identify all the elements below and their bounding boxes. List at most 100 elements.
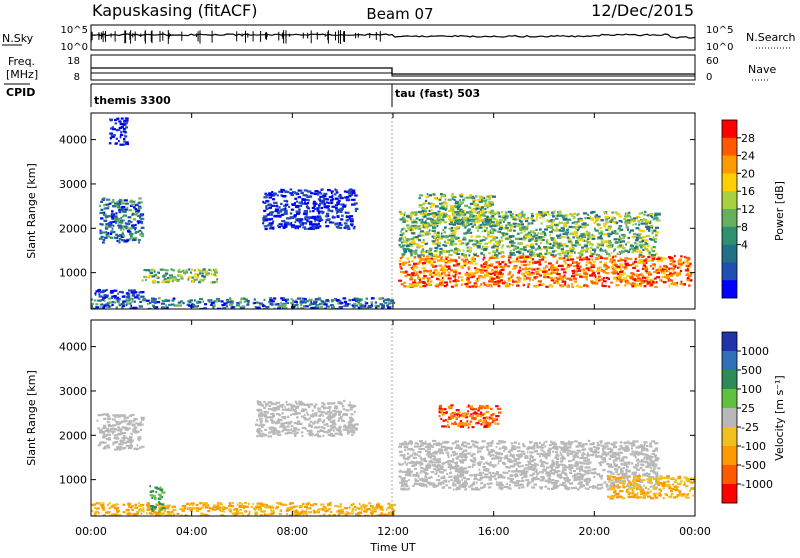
rti-cell [321,300,325,302]
rti-cell [109,511,111,513]
rti-cell [662,258,666,260]
rti-cell [455,260,457,262]
rti-cell [524,258,528,260]
rti-cell [376,505,381,507]
rti-cell [634,242,636,244]
rti-cell [679,259,683,261]
rti-cell [578,273,582,275]
rti-cell [147,509,151,511]
rti-cell [141,417,145,419]
rti-cell [446,251,450,253]
rti-cell [536,218,538,220]
rti-cell [583,272,587,274]
rti-cell [285,429,288,431]
rti-cell [453,196,456,198]
rti-cell [544,253,547,255]
rti-cell [218,300,220,302]
rti-cell [439,282,443,284]
rti-cell [404,275,407,277]
rti-cell [585,264,587,266]
rti-cell [484,248,488,250]
rti-cell [655,227,659,229]
rti-cell [129,436,133,438]
rti-cell [351,192,353,194]
rti-cell [495,247,499,249]
rti-cell [557,211,559,213]
rti-cell [197,276,199,278]
rti-cell [524,275,527,277]
rti-cell [349,401,351,403]
rti-cell [258,433,261,435]
rti-cell [288,409,292,411]
rti-cell [589,237,591,239]
rti-cell [636,237,639,239]
rti-cell [266,416,269,418]
rti-cell [154,487,158,489]
rti-cell [290,302,294,304]
rti-cell [517,233,519,235]
rti-cell [401,253,405,255]
rti-cell [150,270,153,272]
rti-cell [125,299,127,301]
rti-cell [669,257,673,259]
rti-cell [619,220,622,222]
rti-cell [437,242,440,244]
rti-cell [325,225,329,227]
rti-cell [423,275,427,277]
rti-cell [411,272,415,274]
rti-cell [324,424,327,426]
rti-cell [670,275,673,277]
rti-cell [282,195,284,197]
rti-cell [623,273,626,275]
rti-cell [103,212,105,214]
rti-cell [180,300,183,302]
rti-cell [192,280,195,282]
rti-cell [343,408,346,410]
rti-cell [321,188,324,190]
rti-cell [239,301,242,303]
rti-cell [127,207,129,209]
rti-cell [331,206,335,208]
rti-cell [630,229,634,231]
rti-cell [474,263,477,265]
rti-cell [513,226,516,228]
rti-cell [126,302,128,304]
rti-cell [453,264,455,266]
rti-cell [300,190,302,192]
rti-cell [583,236,586,238]
rti-cell [573,262,575,264]
rti-cell [409,285,412,287]
rti-cell [291,425,294,427]
rti-cell [159,503,162,505]
rti-cell [461,259,464,261]
rti-cell [293,506,296,508]
rti-cell [378,298,382,300]
rti-cell [270,303,274,305]
rti-cell [121,202,125,204]
rti-cell [411,225,413,227]
rti-cell [220,510,224,512]
rti-cell [427,280,429,282]
rti-cell [645,269,648,271]
rti-cell [516,285,520,287]
rti-cell [680,283,684,285]
rti-cell [437,215,440,217]
rti-cell [422,210,425,212]
rti-cell [409,278,413,280]
rti-cell [188,276,192,278]
rti-cell [488,219,492,221]
rti-cell [520,251,522,253]
rti-cell [573,265,577,267]
rti-cell [274,215,278,217]
rti-cell [464,283,468,285]
rti-cell [98,444,100,446]
rti-cell [332,215,334,217]
rti-cell [636,248,638,250]
rti-cell [417,255,421,257]
rti-cell [474,254,477,256]
rti-cell [475,270,479,272]
rti-cell [427,213,431,215]
rti-cell [412,229,414,231]
rti-cell [477,235,481,237]
rti-cell [492,196,496,198]
